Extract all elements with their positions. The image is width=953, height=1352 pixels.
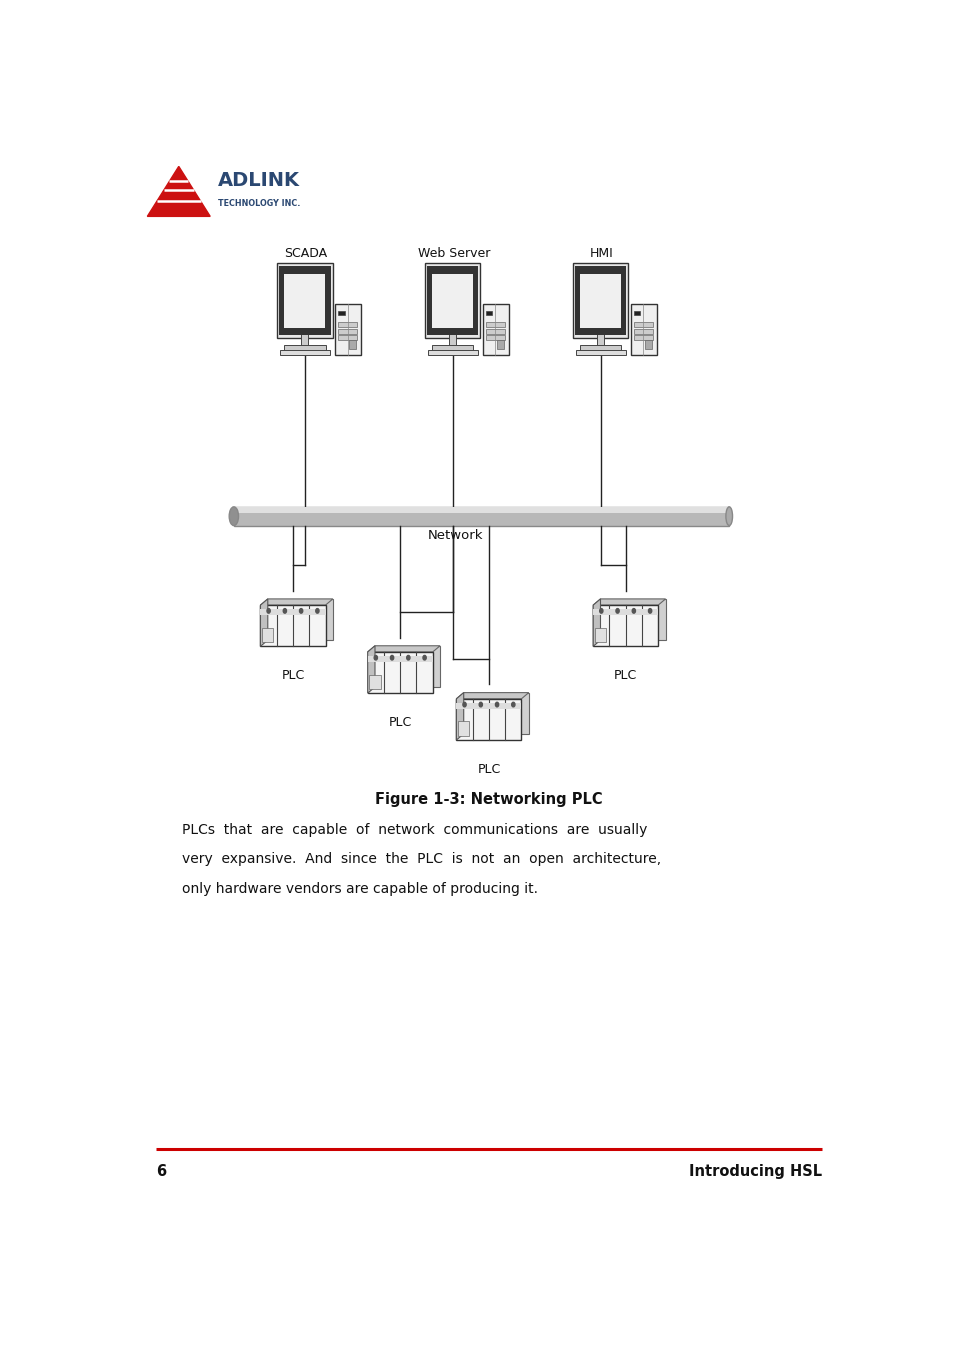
Bar [424, 264, 480, 338]
Polygon shape [260, 599, 333, 606]
Polygon shape [593, 599, 665, 606]
Bar [630, 304, 657, 354]
Bar [284, 273, 325, 327]
Bar [260, 610, 325, 615]
Bar [644, 341, 651, 349]
Bar [337, 329, 356, 334]
Bar [337, 322, 356, 327]
Bar [367, 656, 433, 662]
Bar [432, 346, 473, 352]
Bar [572, 264, 628, 338]
Polygon shape [593, 599, 599, 646]
Text: PLC: PLC [281, 669, 304, 683]
Ellipse shape [725, 507, 732, 526]
Bar [276, 264, 333, 338]
Ellipse shape [229, 507, 238, 526]
Text: 6: 6 [156, 1164, 166, 1179]
Circle shape [422, 656, 426, 660]
Text: very  expansive.  And  since  the  PLC  is  not  an  open  architecture,: very expansive. And since the PLC is not… [182, 853, 660, 867]
Bar [593, 610, 658, 615]
Circle shape [299, 608, 302, 614]
Circle shape [406, 656, 410, 660]
Bar [301, 327, 308, 347]
Text: HMI: HMI [589, 246, 613, 260]
Bar [579, 346, 620, 352]
Bar [268, 599, 333, 639]
Circle shape [478, 702, 482, 707]
Bar [633, 322, 652, 327]
Bar [427, 350, 477, 354]
Bar [337, 311, 344, 315]
Circle shape [315, 608, 318, 614]
Text: ADLINK: ADLINK [217, 170, 299, 189]
Bar [367, 652, 433, 694]
Bar [633, 329, 652, 334]
Bar [485, 335, 504, 339]
Bar [284, 346, 325, 352]
Bar [575, 350, 625, 354]
Bar [233, 507, 728, 514]
Circle shape [495, 702, 498, 707]
Bar [262, 627, 274, 642]
Bar [349, 341, 355, 349]
Text: SCADA: SCADA [284, 246, 327, 260]
Bar [260, 606, 325, 646]
Bar [369, 675, 380, 690]
Text: PLC: PLC [476, 763, 500, 776]
Bar [426, 266, 478, 335]
Polygon shape [367, 646, 375, 694]
Bar [497, 341, 503, 349]
Text: PLC: PLC [388, 717, 412, 729]
Circle shape [462, 702, 466, 707]
Bar [233, 507, 728, 526]
Circle shape [616, 608, 618, 614]
Text: Web Server: Web Server [417, 246, 490, 260]
Text: PLCs  that  are  capable  of  network  communications  are  usually: PLCs that are capable of network communi… [182, 823, 647, 837]
Bar [574, 266, 626, 335]
Bar [432, 273, 473, 327]
Bar [594, 627, 605, 642]
Text: Figure 1-3: Networking PLC: Figure 1-3: Networking PLC [375, 792, 602, 807]
Text: TECHNOLOGY INC.: TECHNOLOGY INC. [217, 199, 299, 208]
Bar [485, 322, 504, 327]
Polygon shape [456, 692, 528, 699]
Bar [463, 692, 528, 734]
Polygon shape [260, 599, 268, 646]
Circle shape [511, 702, 515, 707]
Polygon shape [367, 646, 439, 652]
Bar [456, 699, 521, 740]
Polygon shape [147, 166, 210, 216]
Bar [335, 304, 361, 354]
Circle shape [267, 608, 270, 614]
Bar [579, 273, 620, 327]
Bar [457, 722, 469, 735]
Circle shape [648, 608, 651, 614]
Text: Network: Network [428, 529, 483, 542]
Bar [449, 327, 456, 347]
Bar [278, 266, 331, 335]
Circle shape [599, 608, 602, 614]
Polygon shape [456, 692, 463, 740]
Text: PLC: PLC [614, 669, 637, 683]
Text: only hardware vendors are capable of producing it.: only hardware vendors are capable of pro… [182, 882, 537, 895]
Bar [597, 327, 603, 347]
Bar [456, 703, 521, 708]
Bar [337, 335, 356, 339]
Bar [375, 646, 439, 687]
Bar [482, 304, 509, 354]
Text: Introducing HSL: Introducing HSL [688, 1164, 821, 1179]
Circle shape [283, 608, 286, 614]
Bar [633, 311, 639, 315]
Bar [279, 350, 330, 354]
Bar [633, 335, 652, 339]
Circle shape [390, 656, 394, 660]
Bar [485, 329, 504, 334]
Bar [593, 606, 658, 646]
Bar [485, 311, 492, 315]
Circle shape [374, 656, 377, 660]
Circle shape [632, 608, 635, 614]
Bar [599, 599, 665, 639]
